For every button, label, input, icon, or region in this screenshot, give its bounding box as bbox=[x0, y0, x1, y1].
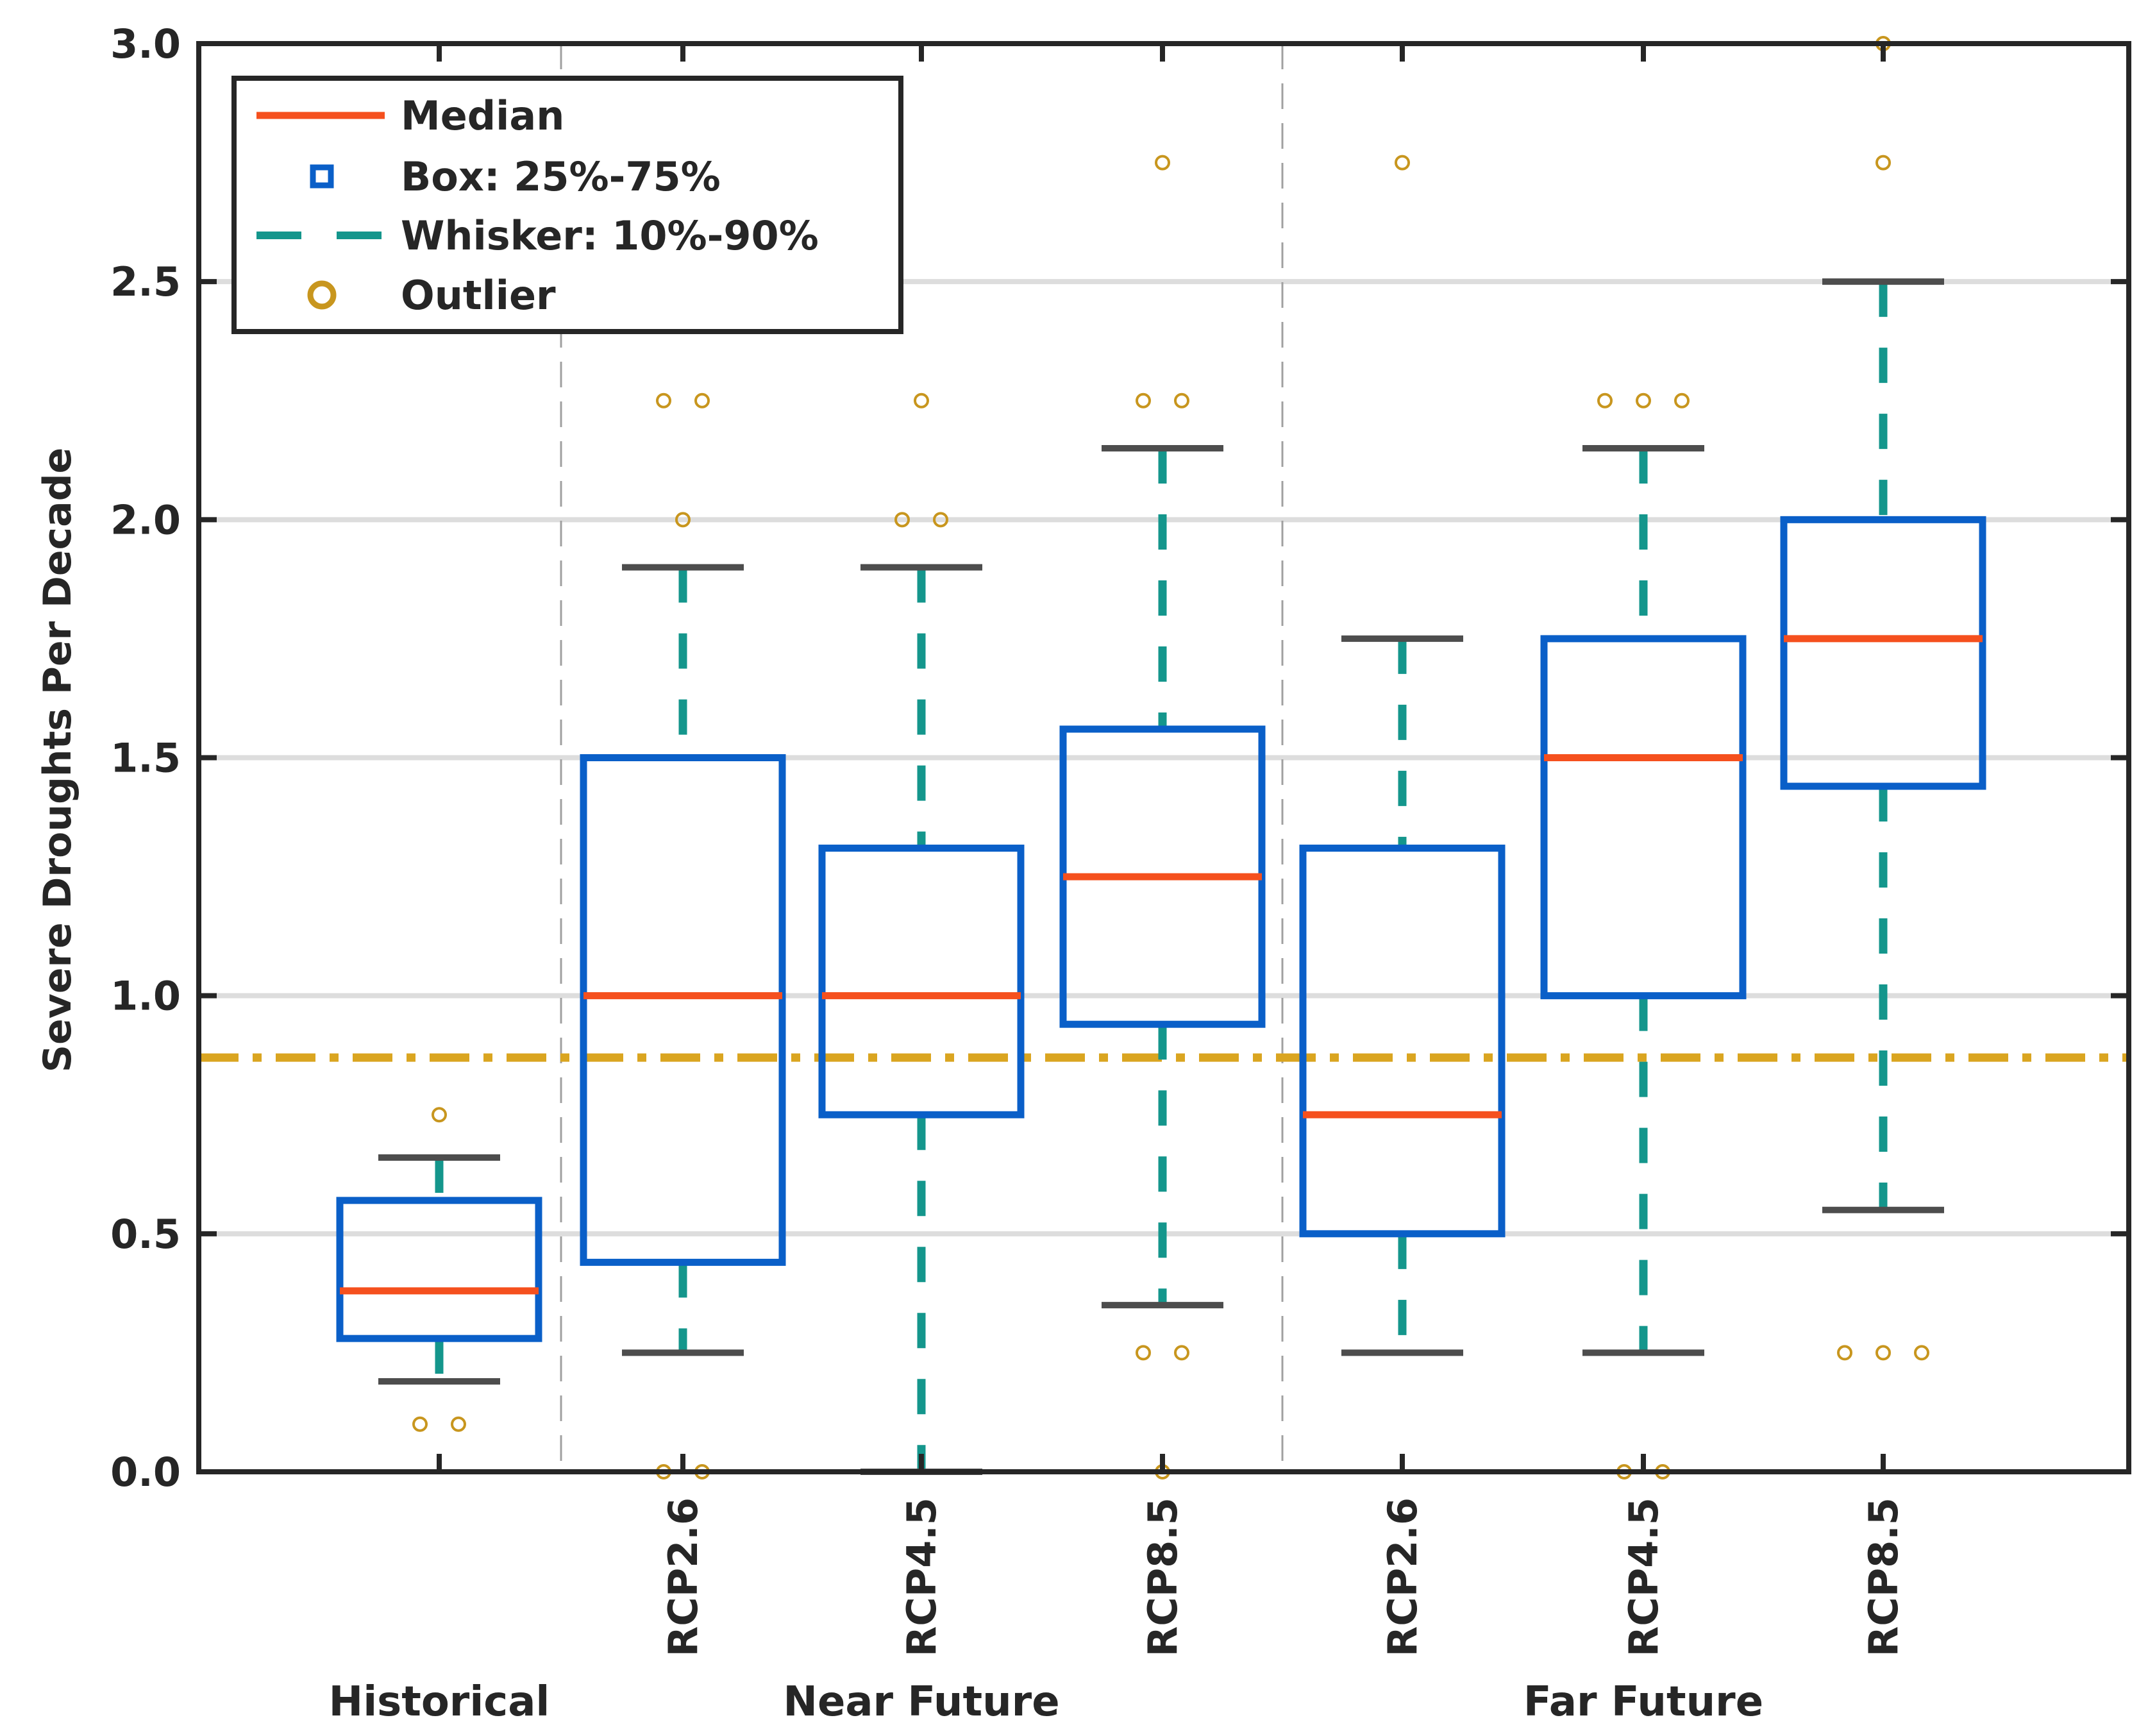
y-tick-label: 1.5 bbox=[110, 735, 181, 782]
iqr-box bbox=[336, 1197, 542, 1342]
outlier-point bbox=[1875, 155, 1891, 171]
outlier-point bbox=[1636, 392, 1651, 409]
tick-labels: RCP2.6 RCP4.5 RCP8.5 RCP2.6 RCP4.5 RCP8.5 0.0 0… bbox=[110, 21, 1907, 1726]
legend-outlier-swatch bbox=[307, 280, 337, 310]
outlier-point bbox=[1395, 155, 1410, 171]
axes bbox=[196, 41, 2131, 1474]
outlier-point bbox=[1914, 1345, 1929, 1361]
outlier-point bbox=[1136, 1345, 1151, 1361]
legend-label: Box: 25%-75% bbox=[401, 153, 721, 200]
outlier-point bbox=[1597, 392, 1613, 409]
outlier-point bbox=[1174, 1345, 1189, 1361]
iqr-box bbox=[1299, 845, 1506, 1238]
iqr-box bbox=[580, 754, 786, 1266]
box-plot-item bbox=[1540, 392, 1747, 1479]
outlier-point bbox=[1136, 392, 1151, 409]
box-plot-item bbox=[336, 1107, 542, 1432]
legend-label: Outlier bbox=[401, 272, 556, 319]
legend: Median Box: 25%-75% Whisker: 10%-90% Outlie… bbox=[231, 76, 903, 334]
legend-label: Whisker: 10%-90% bbox=[401, 212, 819, 259]
outlier-point bbox=[451, 1416, 466, 1432]
outlier-point bbox=[1155, 155, 1170, 171]
y-tick-label: 1.0 bbox=[110, 973, 181, 1020]
x-tick-label: RCP4.5 bbox=[898, 1497, 945, 1657]
x-tick-label: RCP2.6 bbox=[1379, 1497, 1426, 1657]
iqr-box bbox=[1780, 516, 1986, 790]
outlier-point bbox=[1837, 1345, 1852, 1361]
iqr-box bbox=[818, 845, 1025, 1118]
box-plot-item bbox=[580, 392, 786, 1479]
x-tick-label: RCP8.5 bbox=[1139, 1497, 1186, 1657]
outlier-point bbox=[1875, 1345, 1891, 1361]
legend-label: Median bbox=[401, 92, 564, 139]
x-tick-label: RCP2.6 bbox=[660, 1497, 707, 1657]
outlier-point bbox=[675, 512, 691, 528]
iqr-box bbox=[1540, 635, 1747, 1000]
box-plot-item bbox=[1780, 36, 1986, 1361]
outlier-point bbox=[432, 1107, 447, 1123]
box-plot-item bbox=[818, 392, 1025, 1475]
box-plot-item bbox=[1299, 155, 1506, 1356]
y-tick-label: 0.0 bbox=[110, 1449, 181, 1496]
y-tick-label: 2.0 bbox=[110, 496, 181, 543]
group-label: Near Future bbox=[783, 1678, 1059, 1726]
outlier-point bbox=[412, 1416, 428, 1432]
outlier-point bbox=[933, 512, 948, 528]
x-tick-label: RCP8.5 bbox=[1860, 1497, 1907, 1657]
group-label: Far Future bbox=[1523, 1678, 1763, 1726]
legend-box bbox=[231, 76, 903, 334]
y-axis-label: Severe Droughts Per Decade bbox=[35, 448, 80, 1073]
x-tick-label: RCP4.5 bbox=[1620, 1497, 1667, 1657]
outlier-point bbox=[914, 392, 929, 409]
group-label: Historical bbox=[329, 1678, 550, 1726]
outlier-point bbox=[1174, 392, 1189, 409]
legend-box-swatch bbox=[310, 164, 334, 189]
y-tick-label: 2.5 bbox=[110, 258, 181, 305]
outlier-point bbox=[656, 392, 671, 409]
outlier-point bbox=[894, 512, 910, 528]
outlier-point bbox=[1674, 392, 1690, 409]
y-tick-label: 0.5 bbox=[110, 1211, 181, 1258]
y-tick-label: 3.0 bbox=[110, 21, 181, 67]
box-plot-item bbox=[1059, 155, 1266, 1479]
outlier-point bbox=[694, 392, 710, 409]
